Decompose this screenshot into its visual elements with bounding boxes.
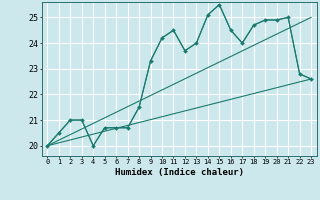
X-axis label: Humidex (Indice chaleur): Humidex (Indice chaleur)	[115, 168, 244, 177]
